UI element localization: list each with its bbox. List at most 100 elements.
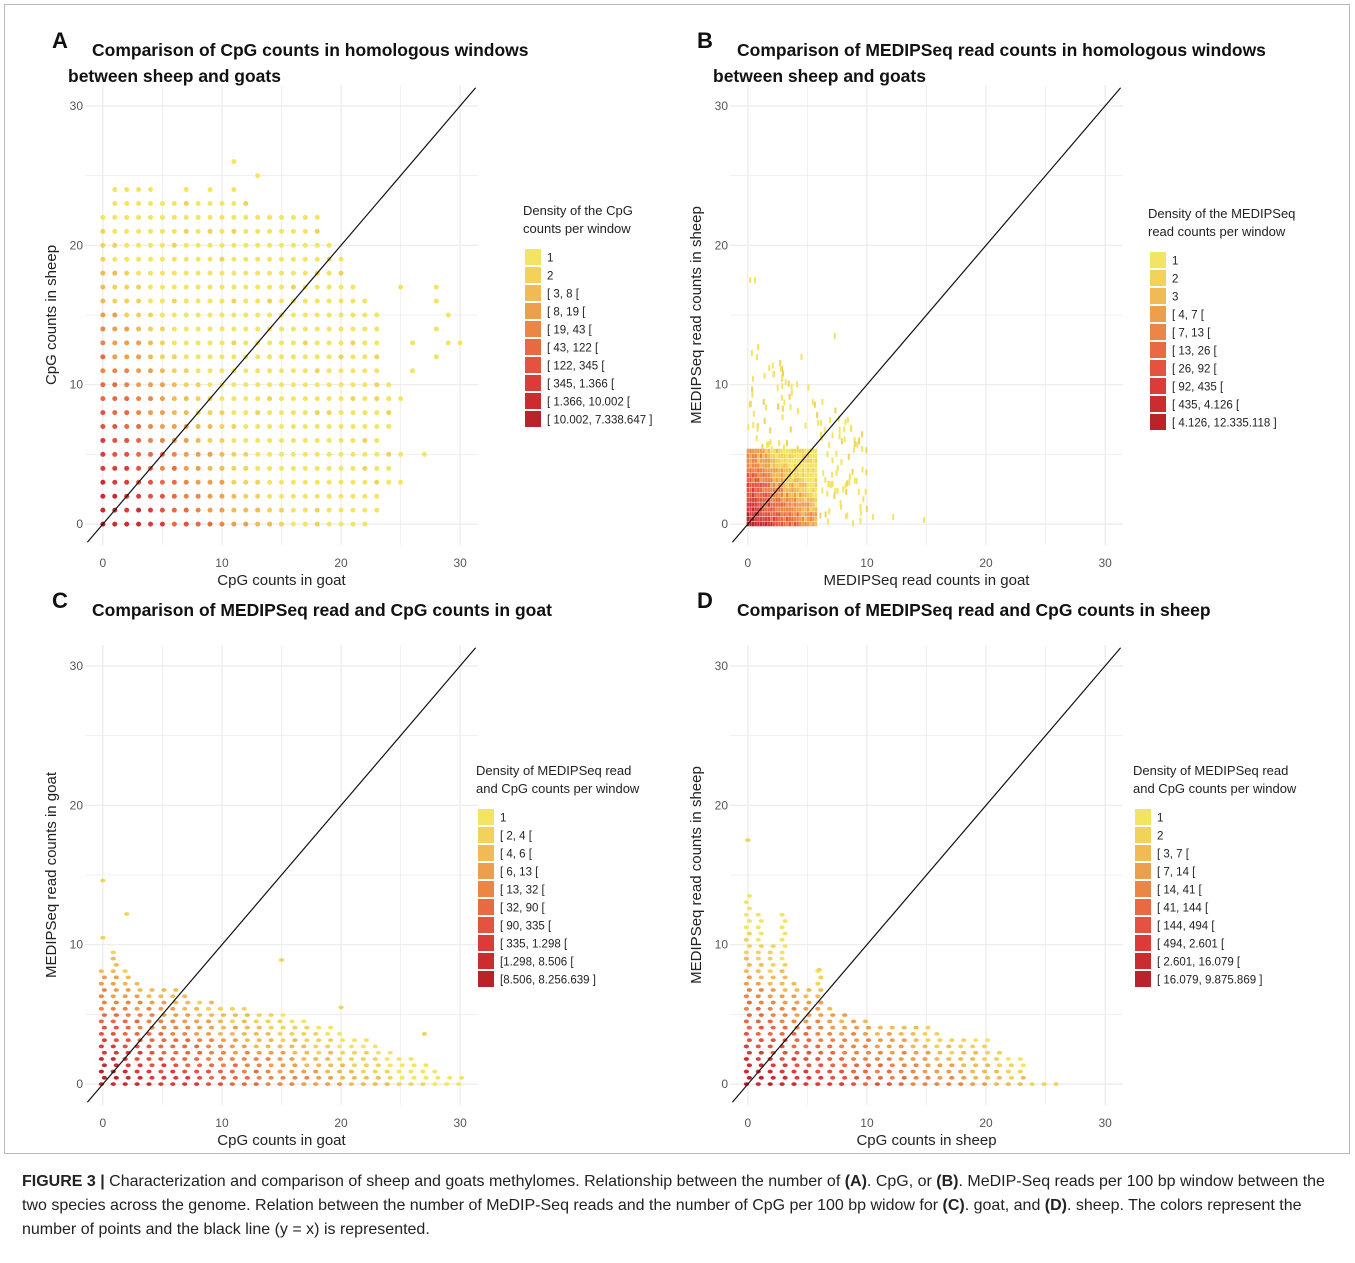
- caption-text-3: . MeDIP-Seq reads per 100 bp window betw…: [22, 1173, 1325, 1214]
- data-cell: [793, 448, 797, 454]
- data-point: [148, 493, 153, 499]
- data-cell: [861, 466, 864, 473]
- data-point: [231, 270, 237, 276]
- data-point: [267, 382, 273, 388]
- legend-label: [ 3, 7 [: [1157, 849, 1190, 861]
- data-point: [279, 354, 284, 360]
- data-cell: [765, 458, 768, 463]
- legend-label: [ 41, 144 [: [1157, 903, 1209, 915]
- data-cell: [796, 381, 799, 388]
- data-point: [243, 312, 249, 318]
- legend-swatch: [525, 411, 541, 427]
- data-cell: [809, 521, 812, 527]
- data-point: [279, 507, 284, 513]
- data-cell: [812, 487, 815, 493]
- data-point: [290, 507, 296, 513]
- data-cell: [767, 981, 773, 986]
- data-cell: [913, 1063, 919, 1068]
- data-point: [183, 410, 189, 416]
- data-cell: [762, 492, 765, 498]
- data-cell: [280, 1025, 286, 1030]
- data-point: [171, 270, 177, 276]
- legend-label: 3: [1172, 292, 1178, 304]
- data-cell: [217, 1044, 224, 1049]
- x-tick-label: 10: [860, 556, 874, 570]
- data-point: [243, 493, 249, 499]
- data-cell: [101, 1013, 107, 1017]
- data-cell: [782, 988, 788, 992]
- data-point: [231, 200, 237, 206]
- data-cell: [280, 1038, 286, 1043]
- data-cell: [785, 458, 789, 463]
- data-cell: [101, 1038, 107, 1043]
- data-cell: [767, 463, 771, 468]
- data-cell: [850, 1044, 857, 1049]
- data-cell: [815, 1069, 821, 1074]
- data-point: [159, 465, 165, 471]
- data-cell: [791, 458, 794, 463]
- data-point: [195, 382, 201, 388]
- data-point: [302, 451, 308, 457]
- data-cell: [814, 497, 818, 502]
- data-cell: [750, 349, 753, 356]
- data-point: [136, 200, 142, 206]
- data-cell: [818, 1013, 824, 1017]
- data-cell: [220, 1038, 227, 1043]
- data-cell: [768, 364, 771, 371]
- data-point: [171, 214, 177, 220]
- data-cell: [113, 1075, 119, 1080]
- data-point: [207, 214, 213, 220]
- data-cell: [110, 950, 116, 955]
- data-cell: [829, 416, 832, 423]
- data-cell: [759, 458, 763, 463]
- data-cell: [801, 512, 805, 517]
- data-point: [314, 437, 320, 443]
- data-point: [433, 326, 439, 332]
- data-point: [362, 424, 368, 430]
- data-point: [124, 410, 130, 416]
- data-cell: [783, 399, 786, 406]
- data-cell: [993, 1057, 1000, 1061]
- data-cell: [759, 521, 763, 527]
- data-point: [207, 312, 213, 318]
- data-cell: [809, 497, 812, 502]
- data-cell: [793, 517, 797, 522]
- data-cell: [205, 1032, 212, 1036]
- data-cell: [313, 1044, 319, 1049]
- data-cell: [101, 1075, 107, 1080]
- data-point: [207, 200, 213, 206]
- data-cell: [806, 497, 810, 502]
- data-cell: [778, 468, 781, 473]
- data-point: [267, 521, 273, 527]
- data-cell: [778, 453, 781, 458]
- data-cell: [901, 1075, 907, 1080]
- data-cell: [755, 994, 761, 999]
- x-tick-label: 10: [215, 556, 229, 570]
- data-point: [112, 298, 118, 304]
- data-point: [195, 465, 201, 471]
- data-cell: [408, 1082, 414, 1086]
- data-point: [326, 340, 332, 346]
- data-cell: [925, 1063, 931, 1068]
- data-point: [350, 396, 356, 402]
- data-point: [148, 298, 153, 304]
- data-cell: [783, 492, 786, 498]
- data-cell: [780, 468, 784, 473]
- data-cell: [796, 521, 799, 527]
- data-point: [159, 340, 165, 346]
- data-point: [207, 340, 213, 346]
- data-point: [255, 214, 261, 220]
- data-cell: [432, 1069, 438, 1074]
- data-cell: [759, 463, 763, 468]
- data-cell: [746, 1050, 752, 1055]
- legend-label: [ 10.002, 7.338.647 ]: [547, 415, 653, 427]
- data-point: [183, 270, 189, 276]
- data-cell: [110, 1057, 116, 1061]
- data-cell: [812, 463, 815, 468]
- legend-label: 1: [547, 253, 553, 265]
- data-cell: [782, 1013, 788, 1017]
- data-cell: [815, 1057, 821, 1061]
- y-tick-label: 10: [70, 378, 84, 392]
- data-cell: [846, 480, 849, 487]
- data-cell: [122, 1044, 128, 1049]
